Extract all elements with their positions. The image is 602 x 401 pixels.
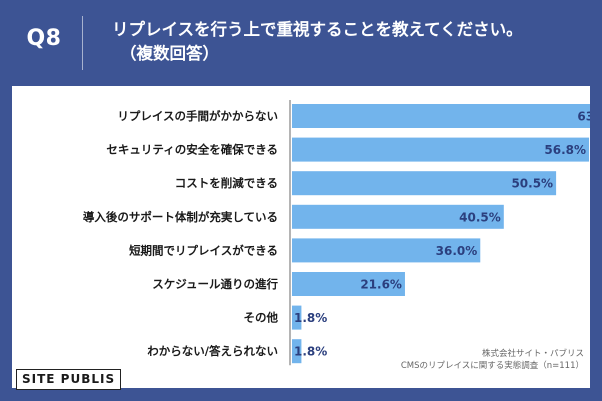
bar-0 <box>292 104 590 128</box>
bar-3 <box>292 204 504 229</box>
question-title-line1: リプレイスを行う上で重視することを教えてください。 <box>112 20 523 39</box>
value-label-0: 63.1% <box>577 110 590 124</box>
category-label-7: わからない/答えられない <box>147 344 278 358</box>
category-label-1: セキュリティの安全を確保できる <box>106 143 278 157</box>
category-label-5: スケジュール通りの進行 <box>152 277 278 291</box>
site-publis-logo: SITE PUBLIS <box>16 369 122 390</box>
category-label-4: 短期間でリプレイスができる <box>129 243 278 257</box>
bar-1 <box>292 137 590 162</box>
value-label-6: 1.8% <box>294 311 327 325</box>
value-label-1: 56.8% <box>544 143 586 157</box>
bar-6 <box>292 305 302 330</box>
value-label-2: 50.5% <box>511 177 553 191</box>
question-title-line2: （複数回答） <box>120 44 219 63</box>
source-note: 株式会社サイト・パブリス CMSのリプレイスに関する実態調査（n=111） <box>401 348 584 372</box>
value-label-7: 1.8% <box>294 345 327 359</box>
value-label-3: 40.5% <box>459 210 501 224</box>
source-company: 株式会社サイト・パブリス <box>481 349 584 359</box>
bar-2 <box>292 171 557 196</box>
bar-5 <box>292 272 405 296</box>
category-label-0: リプレイスの手間がかからない <box>117 109 278 123</box>
category-label-3: 導入後のサポート体制が充実している <box>83 210 278 224</box>
category-label-2: コストを削減できる <box>175 176 278 190</box>
bar-4 <box>292 238 481 263</box>
category-label-6: その他 <box>244 311 279 325</box>
question-title: リプレイスを行う上で重視することを教えてください。 （複数回答） <box>112 18 592 66</box>
question-number: Q8 <box>26 26 62 51</box>
bar-chart: リプレイスの手間がかからない 63.1% セキュリティの安全を確保できる 56.8% コ… <box>83 100 590 366</box>
header-divider <box>82 16 83 70</box>
bar-7 <box>292 339 302 364</box>
value-label-5: 21.6% <box>360 278 402 292</box>
chart-panel: リプレイスの手間がかからない 63.1% セキュリティの安全を確保できる 56.8% コ… <box>12 86 590 388</box>
header: Q8 リプレイスを行う上で重視することを教えてください。 （複数回答） <box>0 0 602 86</box>
source-survey: CMSのリプレイスに関する実態調査（n=111） <box>400 361 584 371</box>
value-label-4: 36.0% <box>436 244 478 258</box>
